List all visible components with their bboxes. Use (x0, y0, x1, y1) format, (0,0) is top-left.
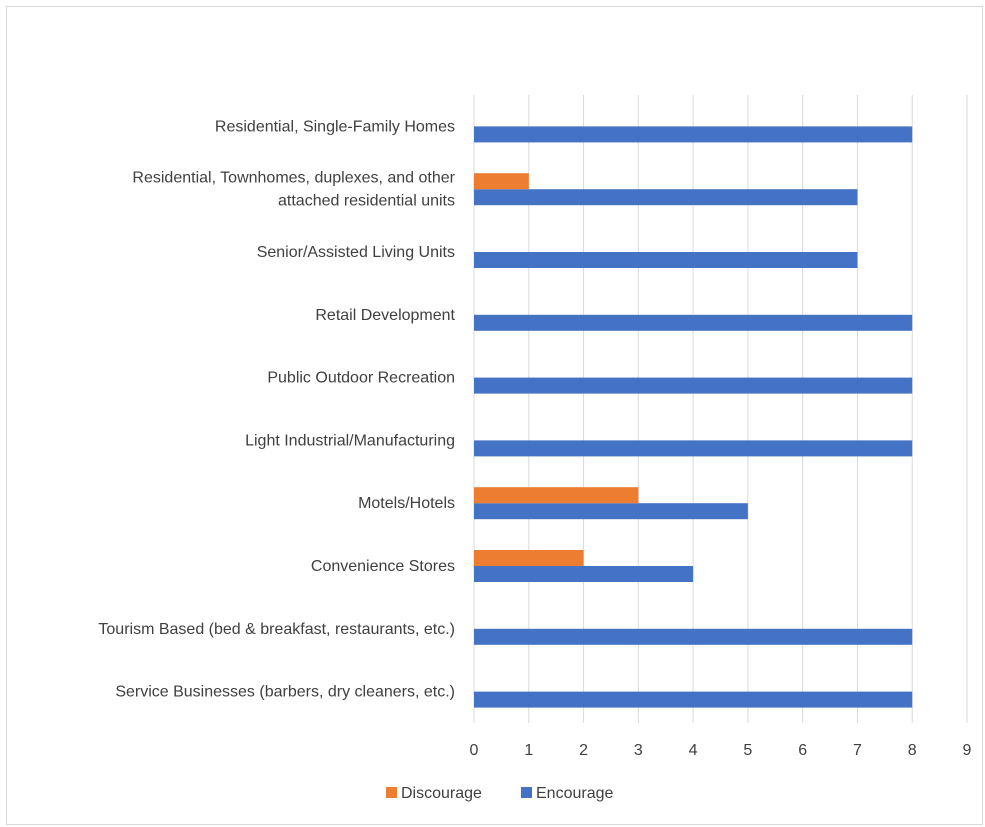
category-label: Retail Development (315, 307, 455, 324)
chart-frame (6, 6, 983, 825)
bars (474, 126, 913, 708)
legend: Discourage Encourage (386, 785, 613, 802)
bar-encourage (474, 252, 858, 268)
x-tick-label: 2 (579, 742, 588, 759)
category-label: Light Industrial/Manufacturing (245, 432, 455, 449)
category-label: Senior/Assisted Living Units (257, 244, 455, 261)
category-label: Public Outdoor Recreation (267, 370, 455, 387)
bar-encourage (474, 691, 913, 708)
category-label: attached residential units (278, 193, 455, 210)
bar-encourage (474, 377, 913, 394)
category-label: Service Businesses (barbers, dry cleaner… (115, 684, 455, 701)
category-label: Residential, Single-Family Homes (215, 118, 455, 135)
x-tick-label: 6 (798, 742, 807, 759)
x-tick-label: 3 (634, 742, 643, 759)
x-tick-label: 0 (470, 742, 479, 759)
category-label: Tourism Based (bed & breakfast, restaura… (98, 621, 455, 638)
bar-encourage (474, 126, 913, 143)
x-tick-label: 4 (689, 742, 698, 759)
legend-label-encourage: Encourage (536, 785, 613, 802)
category-label: Convenience Stores (311, 558, 455, 575)
category-labels: Residential, Single-Family Homes Resident… (98, 118, 455, 700)
x-tick-labels: 0 1 2 3 4 5 6 7 8 9 (470, 742, 972, 759)
x-tick-label: 8 (908, 742, 917, 759)
bar-encourage (474, 628, 913, 645)
x-tick-label: 9 (963, 742, 972, 759)
legend-label-discourage: Discourage (401, 785, 482, 802)
x-tick-label: 7 (853, 742, 862, 759)
bar-encourage (474, 566, 694, 582)
bar-encourage (474, 314, 913, 331)
bar-discourage (474, 173, 529, 190)
bar-discourage (474, 550, 584, 566)
bar-discourage (474, 487, 639, 504)
x-tick-label: 1 (524, 742, 533, 759)
x-tick-label: 5 (743, 742, 752, 759)
bar-encourage (474, 503, 748, 520)
legend-swatch-discourage (386, 787, 397, 798)
bar-encourage (474, 440, 913, 457)
category-label: Motels/Hotels (358, 495, 455, 512)
bar-encourage (474, 189, 858, 206)
legend-swatch-encourage (521, 787, 532, 798)
category-label: Residential, Townhomes, duplexes, and ot… (132, 170, 455, 187)
